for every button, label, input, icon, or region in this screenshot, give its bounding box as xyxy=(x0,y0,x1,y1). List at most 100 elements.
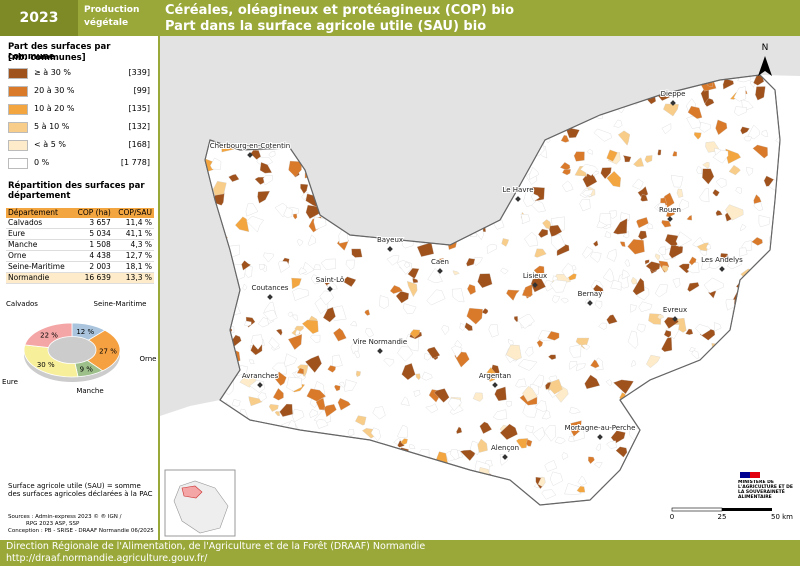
legend-label: ≥ à 30 % xyxy=(34,68,72,77)
commune xyxy=(672,151,678,157)
commune xyxy=(244,320,252,327)
commune xyxy=(606,170,621,188)
city-marker xyxy=(719,266,725,272)
commune xyxy=(485,367,496,382)
commune xyxy=(734,106,747,116)
commune xyxy=(500,267,509,275)
north-arrow: N xyxy=(758,43,772,76)
commune xyxy=(250,150,261,160)
commune xyxy=(548,379,563,395)
city-marker xyxy=(670,100,676,106)
commune xyxy=(691,350,700,359)
table-cell: 41,1 % xyxy=(112,228,154,240)
commune xyxy=(661,265,669,273)
commune xyxy=(600,167,612,180)
source-line: RPG 2023 ASP, SSP xyxy=(26,521,80,527)
commune xyxy=(538,228,548,238)
commune xyxy=(678,199,689,211)
cities: Dieppe Cherbourg-en-Cotentin Le Havre Rouen… xyxy=(209,89,744,460)
commune xyxy=(327,365,336,373)
commune xyxy=(606,248,617,262)
commune xyxy=(350,342,360,354)
commune xyxy=(307,234,316,246)
commune xyxy=(627,330,639,349)
commune xyxy=(747,124,760,140)
commune xyxy=(534,400,547,412)
commune xyxy=(655,284,668,298)
legend-swatch xyxy=(8,86,28,97)
scale-label: 25 xyxy=(718,513,727,521)
logo-text: MINISTÈRE DE L'AGRICULTURE ET DE LA SOUV… xyxy=(738,480,793,500)
commune xyxy=(313,216,327,230)
commune xyxy=(231,399,241,407)
table-cell: 1 508 xyxy=(72,239,113,251)
commune xyxy=(561,452,569,460)
header-cell: COP (ha) xyxy=(72,208,113,218)
city-label: Lisieux xyxy=(523,272,547,280)
commune xyxy=(370,427,381,442)
commune xyxy=(259,162,273,174)
commune xyxy=(409,444,416,449)
commune xyxy=(293,213,298,220)
commune xyxy=(505,401,512,408)
city-marker xyxy=(257,382,263,388)
commune xyxy=(403,303,417,315)
legend-count: [99] xyxy=(133,86,150,95)
commune xyxy=(740,224,747,232)
commune xyxy=(631,360,636,367)
commune xyxy=(492,409,508,420)
commune xyxy=(296,367,304,375)
table-cell: 5 034 xyxy=(72,228,113,240)
commune xyxy=(257,317,269,328)
source-line: Conception : PB - SRISE - DRAAF Normandi… xyxy=(8,528,154,534)
commune xyxy=(657,149,662,156)
commune xyxy=(752,144,768,159)
commune xyxy=(354,350,361,359)
commune xyxy=(595,300,603,310)
commune xyxy=(451,345,463,359)
commune xyxy=(450,449,460,460)
commune xyxy=(577,475,587,486)
legend-swatch xyxy=(8,68,28,79)
commune xyxy=(630,304,637,313)
commune xyxy=(735,187,742,194)
commune xyxy=(548,354,557,360)
table-cell: 3 657 xyxy=(72,218,113,229)
commune xyxy=(761,130,769,137)
commune xyxy=(296,238,304,247)
commune xyxy=(751,237,763,246)
commune xyxy=(573,151,585,162)
commune xyxy=(582,189,594,197)
commune xyxy=(654,253,661,261)
commune xyxy=(560,297,569,304)
commune xyxy=(292,408,305,423)
commune xyxy=(397,346,414,362)
commune xyxy=(522,386,538,402)
commune xyxy=(404,261,410,268)
commune xyxy=(301,191,311,200)
commune xyxy=(306,388,326,402)
commune xyxy=(693,132,702,140)
commune xyxy=(606,149,618,162)
legend-swatch xyxy=(8,158,28,169)
commune xyxy=(706,244,712,250)
commune xyxy=(579,198,591,212)
city-label: Caen xyxy=(431,258,449,266)
commune xyxy=(310,334,321,343)
commune xyxy=(345,259,356,270)
city-marker xyxy=(492,382,498,388)
commune xyxy=(712,149,729,164)
commune xyxy=(675,231,692,248)
commune xyxy=(409,329,421,339)
commune xyxy=(250,334,264,350)
commune xyxy=(644,155,653,163)
commune xyxy=(473,257,483,267)
commune xyxy=(638,301,653,312)
commune xyxy=(606,314,618,325)
commune xyxy=(494,386,507,402)
commune xyxy=(617,130,631,146)
inset-map xyxy=(164,469,236,537)
scale-label: 50 km xyxy=(771,513,793,521)
pie-slice xyxy=(86,329,121,372)
commune xyxy=(758,215,771,228)
